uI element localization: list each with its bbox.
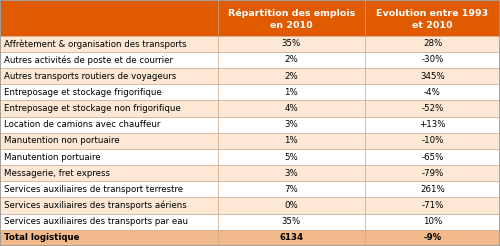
Bar (0, 149, 218, 165)
Text: Location de camions avec chauffeur: Location de camions avec chauffeur (4, 120, 160, 129)
Bar (365, 84, 500, 100)
Text: Services auxiliaires des transports aériens: Services auxiliaires des transports aéri… (4, 201, 187, 210)
Bar (365, 133, 500, 149)
Text: Autres transports routiers de voyageurs: Autres transports routiers de voyageurs (4, 72, 176, 81)
Text: 1%: 1% (284, 136, 298, 145)
Text: Evolution entre 1993: Evolution entre 1993 (376, 9, 488, 18)
Text: -10%: -10% (422, 136, 444, 145)
Bar (218, 149, 365, 165)
Text: 5%: 5% (284, 153, 298, 162)
Bar (218, 100, 365, 117)
Text: 6134: 6134 (279, 233, 303, 242)
Bar (218, 230, 365, 246)
Text: Services auxiliaires des transports par eau: Services auxiliaires des transports par … (4, 217, 188, 226)
Text: Autres activités de poste et de courrier: Autres activités de poste et de courrier (4, 55, 173, 65)
Text: 3%: 3% (284, 169, 298, 178)
Text: -52%: -52% (422, 104, 444, 113)
Bar (218, 165, 365, 181)
Text: Manutention portuaire: Manutention portuaire (4, 153, 100, 162)
Bar (218, 68, 365, 84)
Bar (365, 117, 500, 133)
Bar (0, 198, 218, 214)
Bar (0, 36, 218, 52)
Bar (365, 68, 500, 84)
Text: en 2010: en 2010 (270, 21, 312, 30)
Bar (0, 165, 218, 181)
Bar (0, 68, 218, 84)
Text: -9%: -9% (424, 233, 442, 242)
Bar (365, 198, 500, 214)
Text: Messagerie, fret express: Messagerie, fret express (4, 169, 110, 178)
Text: Total logistique: Total logistique (4, 233, 80, 242)
Text: -65%: -65% (422, 153, 444, 162)
Bar (0, 100, 218, 117)
Bar (365, 181, 500, 198)
Text: 10%: 10% (423, 217, 442, 226)
Text: -4%: -4% (424, 88, 441, 97)
Text: 1%: 1% (284, 88, 298, 97)
Text: 3%: 3% (284, 120, 298, 129)
Text: Manutention non portuaire: Manutention non portuaire (4, 136, 119, 145)
Bar (0, 0, 218, 36)
Bar (365, 36, 500, 52)
Text: 261%: 261% (420, 185, 445, 194)
Bar (365, 100, 500, 117)
Text: -79%: -79% (422, 169, 444, 178)
Bar (365, 214, 500, 230)
Text: -30%: -30% (422, 55, 444, 64)
Text: Entreposage et stockage non frigorifique: Entreposage et stockage non frigorifique (4, 104, 181, 113)
Bar (218, 198, 365, 214)
Bar (218, 0, 365, 36)
Bar (0, 84, 218, 100)
Text: +13%: +13% (419, 120, 446, 129)
Text: et 2010: et 2010 (412, 21, 453, 30)
Bar (218, 181, 365, 198)
Bar (218, 214, 365, 230)
Text: 345%: 345% (420, 72, 445, 81)
Bar (218, 52, 365, 68)
Bar (218, 84, 365, 100)
Bar (0, 230, 218, 246)
Bar (0, 52, 218, 68)
Bar (365, 0, 500, 36)
Bar (365, 149, 500, 165)
Text: 0%: 0% (284, 201, 298, 210)
Text: Affrètement & organisation des transports: Affrètement & organisation des transport… (4, 39, 186, 48)
Bar (365, 165, 500, 181)
Text: 28%: 28% (423, 39, 442, 48)
Text: Répartition des emplois: Répartition des emplois (228, 9, 355, 18)
Text: Services auxiliaires de transport terrestre: Services auxiliaires de transport terres… (4, 185, 183, 194)
Text: 2%: 2% (284, 55, 298, 64)
Bar (365, 52, 500, 68)
Text: 2%: 2% (284, 72, 298, 81)
Text: 4%: 4% (284, 104, 298, 113)
Text: 35%: 35% (282, 217, 301, 226)
Text: -71%: -71% (422, 201, 444, 210)
Bar (218, 133, 365, 149)
Bar (0, 181, 218, 198)
Bar (218, 36, 365, 52)
Bar (0, 133, 218, 149)
Bar (0, 117, 218, 133)
Bar (218, 117, 365, 133)
Text: 7%: 7% (284, 185, 298, 194)
Text: 35%: 35% (282, 39, 301, 48)
Text: Entreposage et stockage frigorifique: Entreposage et stockage frigorifique (4, 88, 162, 97)
Bar (365, 230, 500, 246)
Bar (0, 214, 218, 230)
